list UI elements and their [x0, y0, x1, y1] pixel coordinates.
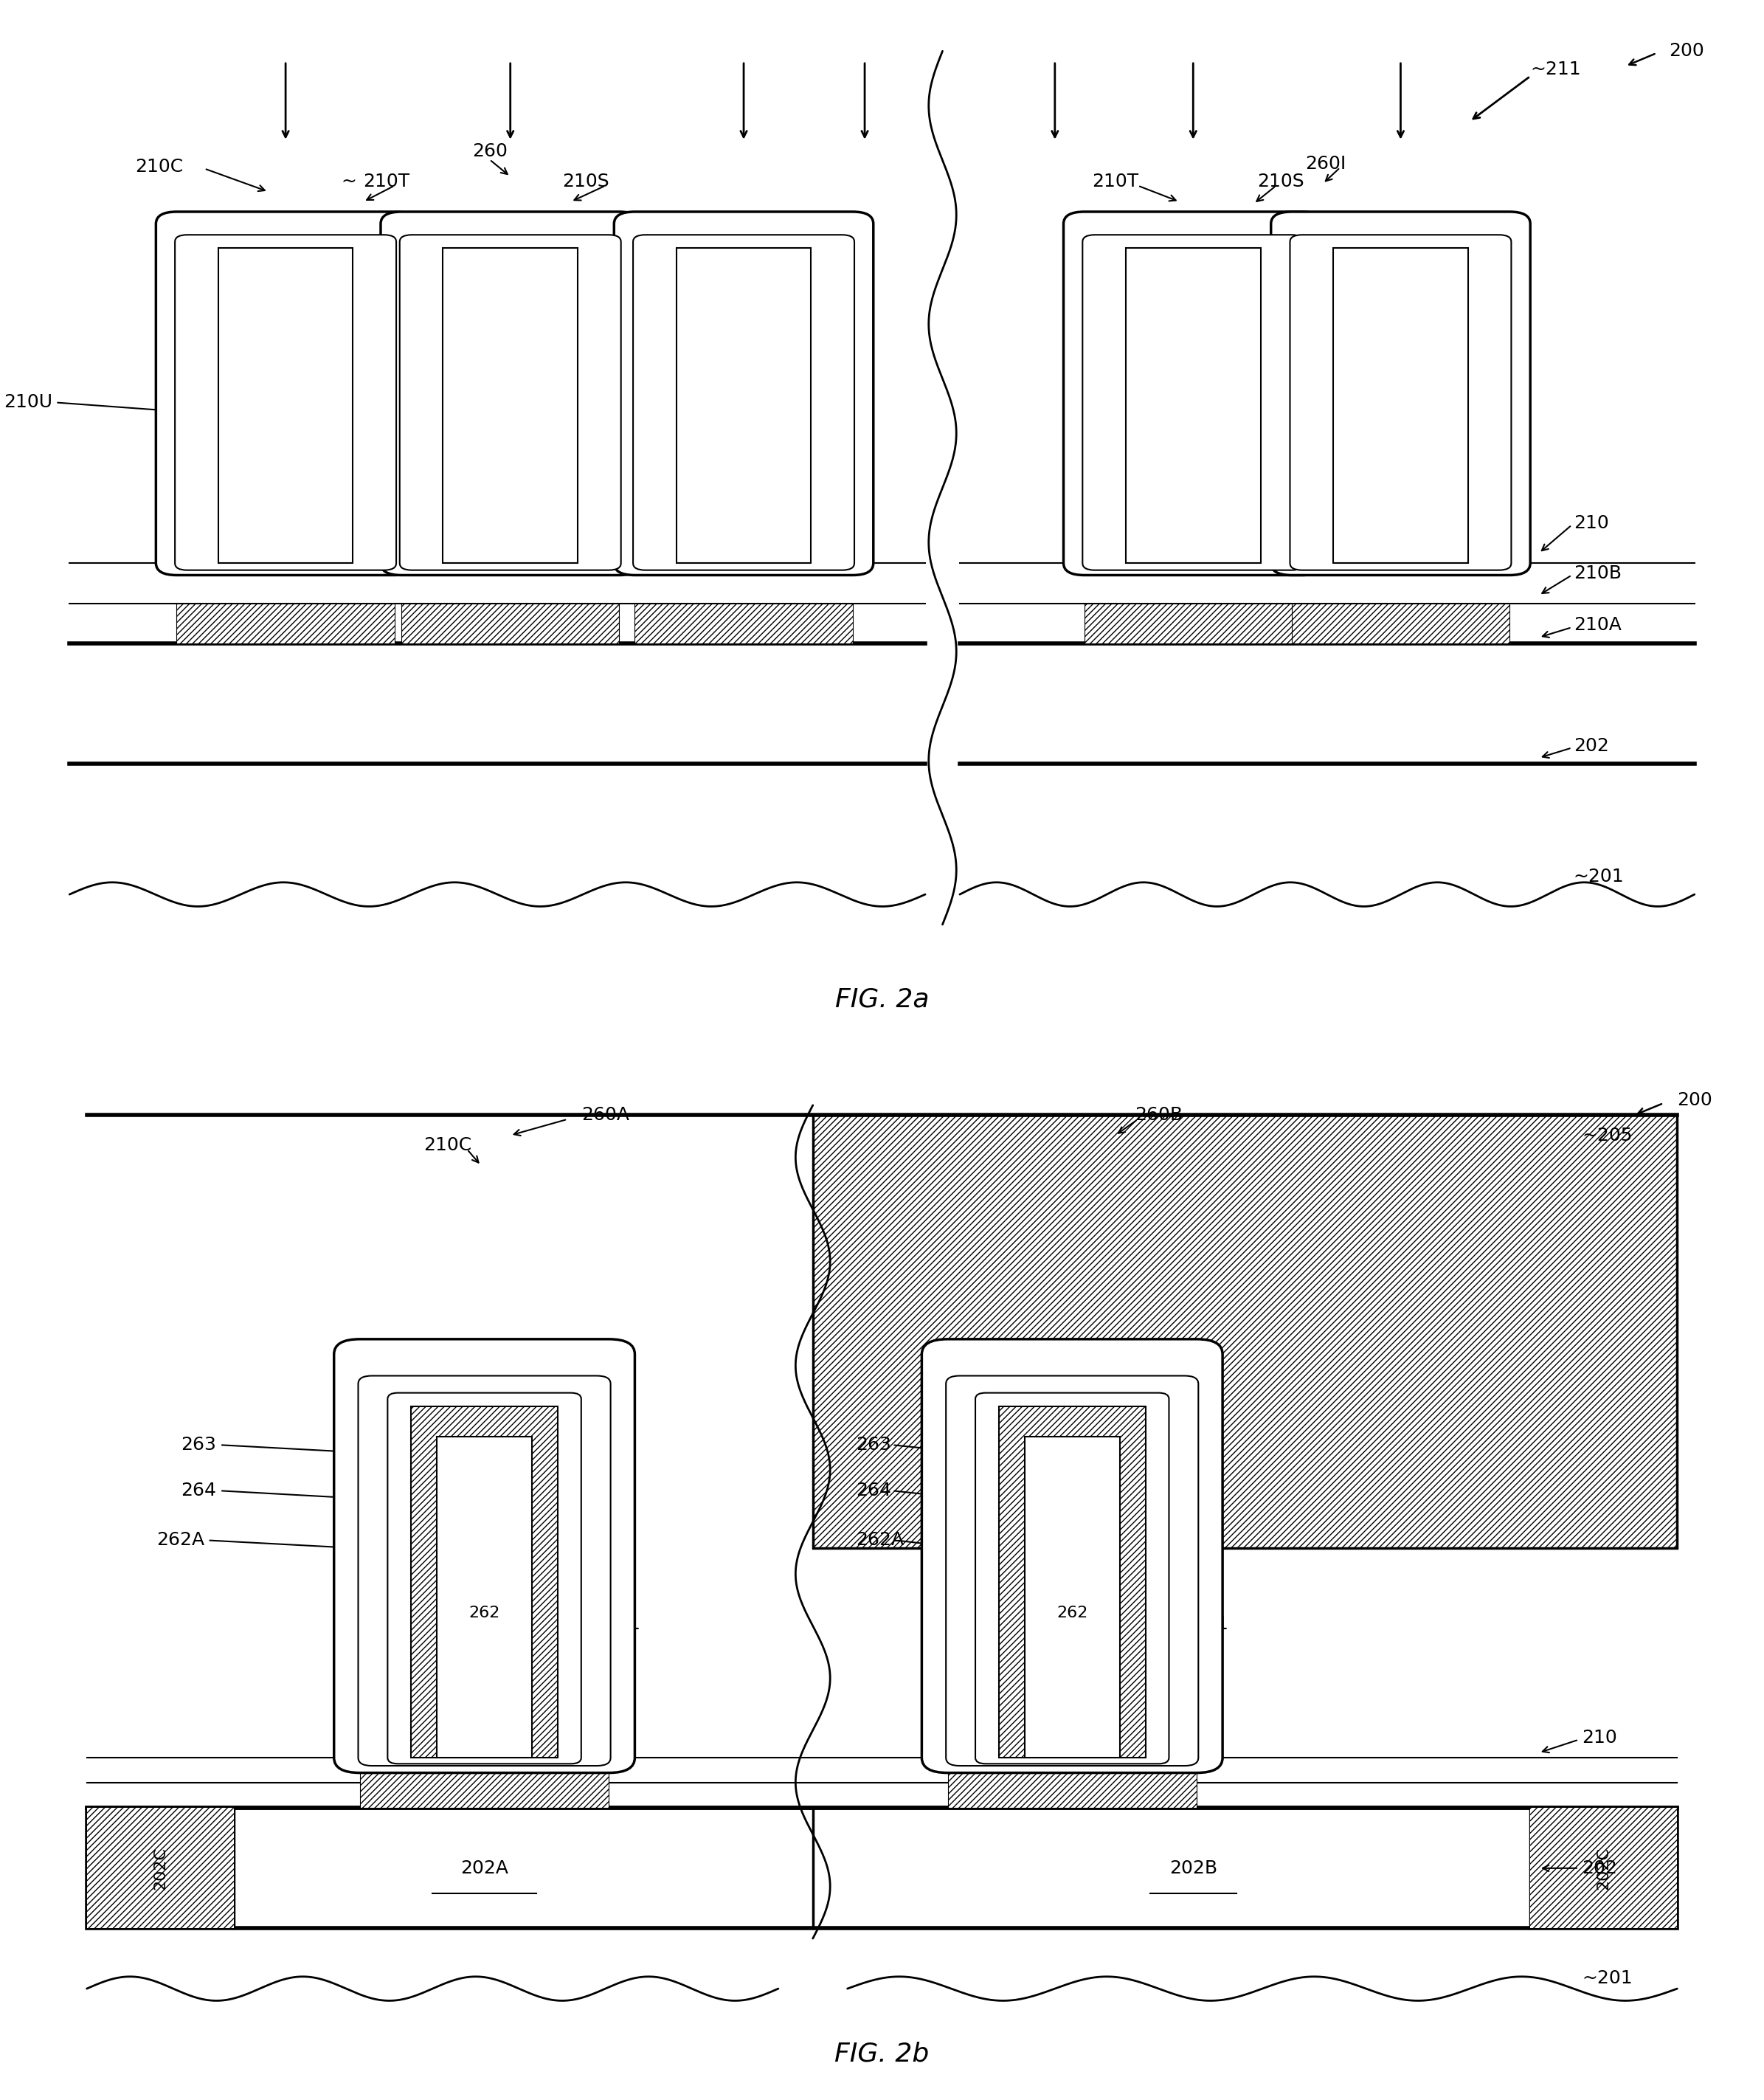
FancyBboxPatch shape	[388, 1392, 580, 1764]
Text: 264: 264	[856, 1483, 891, 1499]
Bar	[1085, 603, 1302, 643]
Text: 202B: 202B	[1170, 1858, 1217, 1877]
Text: 262: 262	[727, 403, 762, 422]
Bar	[1291, 603, 1510, 643]
Text: 260I: 260I	[1305, 155, 1346, 172]
Bar	[402, 603, 619, 643]
Text: 210V: 210V	[637, 393, 684, 412]
FancyBboxPatch shape	[175, 235, 397, 569]
Text: 261: 261	[605, 1615, 640, 1634]
FancyBboxPatch shape	[1272, 212, 1531, 575]
FancyBboxPatch shape	[1083, 235, 1304, 569]
FancyBboxPatch shape	[633, 235, 854, 569]
Text: 210A: 210A	[1573, 617, 1621, 634]
Text: 202A: 202A	[460, 1858, 508, 1877]
Bar	[219, 248, 353, 563]
Text: ~211: ~211	[1531, 61, 1581, 78]
Text: 263: 263	[856, 1436, 891, 1453]
Text: 261: 261	[393, 403, 429, 422]
Text: 210B: 210B	[1573, 565, 1621, 582]
Bar	[437, 1436, 533, 1758]
Text: 260B: 260B	[1134, 1107, 1182, 1124]
Bar	[1025, 1436, 1120, 1758]
FancyBboxPatch shape	[946, 1376, 1198, 1766]
FancyBboxPatch shape	[975, 1392, 1170, 1764]
Text: ~205: ~205	[1582, 1126, 1633, 1144]
FancyBboxPatch shape	[923, 1340, 1222, 1772]
Bar	[1334, 248, 1468, 563]
Text: 262A: 262A	[856, 1531, 905, 1550]
Bar	[1531, 1808, 1678, 1928]
Text: 210T: 210T	[363, 172, 409, 191]
Bar	[676, 248, 811, 563]
Bar	[176, 603, 395, 643]
Text: 260: 260	[473, 143, 508, 160]
Bar	[998, 1407, 1145, 1758]
Bar	[86, 1808, 233, 1928]
Text: 264: 264	[182, 1483, 217, 1499]
Bar	[813, 1115, 1678, 1548]
Bar	[86, 1808, 1678, 1928]
FancyBboxPatch shape	[333, 1340, 635, 1772]
Text: 260A: 260A	[582, 1107, 630, 1124]
Text: 200: 200	[1669, 42, 1704, 61]
FancyBboxPatch shape	[358, 1376, 610, 1766]
FancyBboxPatch shape	[155, 212, 415, 575]
Text: FIG. 2a: FIG. 2a	[834, 987, 930, 1012]
Text: 262: 262	[1057, 1606, 1088, 1621]
Text: 262: 262	[469, 1606, 499, 1621]
FancyBboxPatch shape	[614, 212, 873, 575]
Bar	[411, 1407, 557, 1758]
FancyBboxPatch shape	[400, 235, 621, 569]
Text: ~: ~	[340, 172, 356, 191]
Text: 210C: 210C	[136, 158, 183, 176]
Text: 210T: 210T	[1092, 172, 1140, 191]
Text: ~201: ~201	[1573, 867, 1625, 886]
Text: 210S: 210S	[1258, 172, 1304, 191]
FancyBboxPatch shape	[1064, 212, 1323, 575]
Text: 263: 263	[182, 1436, 217, 1453]
Bar	[443, 248, 579, 563]
Text: 202C: 202C	[153, 1846, 168, 1890]
Text: 210: 210	[1573, 514, 1609, 531]
Bar	[360, 1758, 609, 1808]
Text: FIG. 2b: FIG. 2b	[834, 2041, 930, 2066]
Text: 210S: 210S	[563, 172, 609, 191]
Text: 262A: 262A	[157, 1531, 205, 1550]
Text: 261: 261	[1192, 1615, 1228, 1634]
FancyBboxPatch shape	[1289, 235, 1512, 569]
Text: 202: 202	[1573, 737, 1609, 754]
Text: 202: 202	[1582, 1858, 1618, 1877]
Text: ~201: ~201	[1582, 1970, 1633, 1987]
Text: 202C: 202C	[1596, 1846, 1611, 1890]
Text: 210C: 210C	[423, 1136, 473, 1155]
Bar	[635, 603, 852, 643]
Bar	[947, 1758, 1196, 1808]
FancyBboxPatch shape	[381, 212, 640, 575]
Text: 210U: 210U	[4, 393, 53, 412]
Text: 200: 200	[1678, 1092, 1713, 1109]
Text: 210: 210	[1582, 1728, 1618, 1747]
Bar	[1125, 248, 1261, 563]
